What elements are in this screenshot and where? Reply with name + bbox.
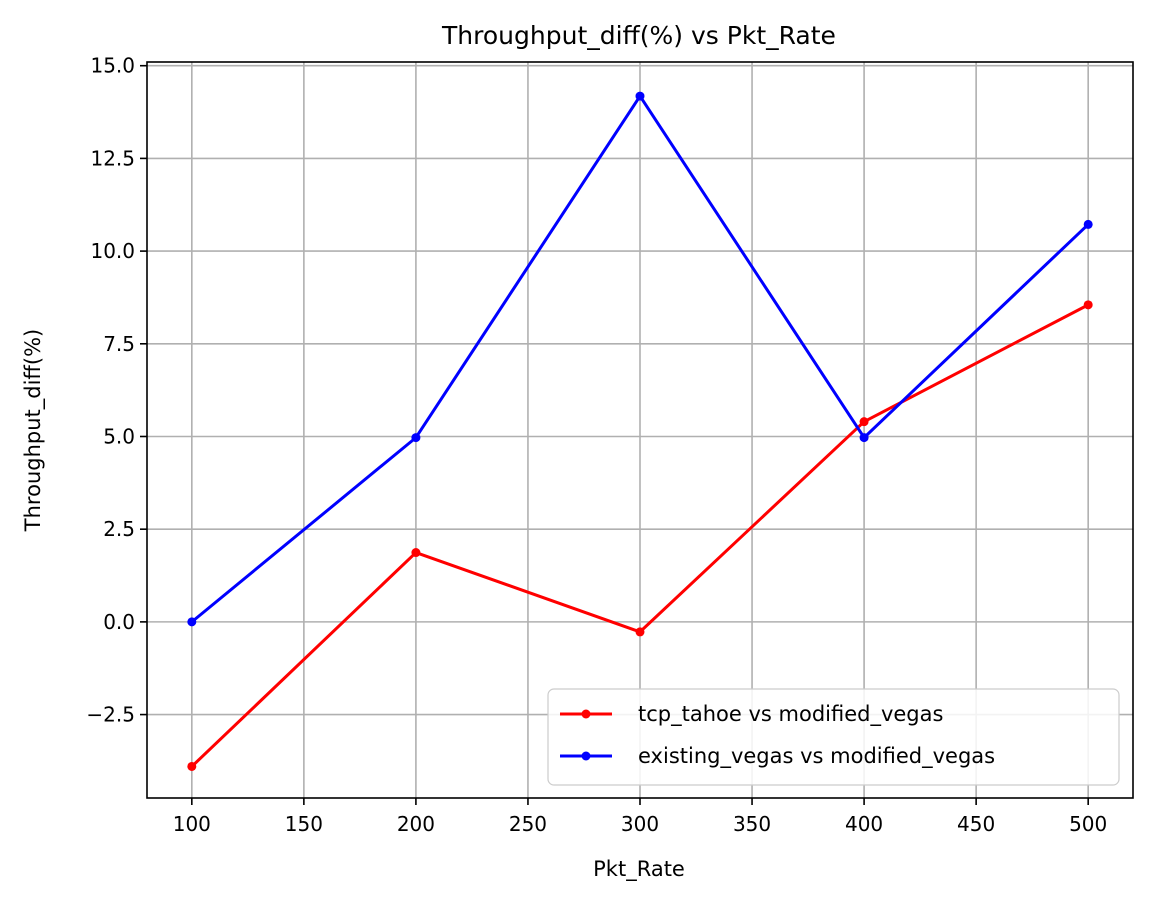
data-point-1 [187, 617, 197, 627]
y-tick-label: −2.5 [86, 703, 135, 727]
data-point-0 [1083, 300, 1093, 310]
legend-box [547, 688, 1120, 786]
x-tick-label: 500 [1069, 812, 1107, 836]
x-axis-ticks: 100 150 200 250 300 350 400 450 500 [173, 798, 1107, 836]
x-tick-label: 450 [957, 812, 995, 836]
data-point-1 [411, 433, 421, 443]
data-point-0 [635, 627, 645, 637]
x-tick-label: 250 [509, 812, 547, 836]
data-point-1 [1083, 219, 1093, 229]
y-tick-label: 2.5 [103, 517, 135, 541]
legend-marker-tcp-tahoe [581, 709, 591, 719]
legend-label-existing-vegas: existing_vegas vs modified_vegas [638, 744, 995, 769]
legend: tcp_tahoe vs modified_vegas existing_veg… [547, 688, 1120, 786]
x-tick-label: 300 [621, 812, 659, 836]
y-tick-label: 10.0 [90, 239, 135, 263]
data-point-0 [187, 761, 197, 771]
grid-lines [147, 62, 1133, 798]
y-tick-label: 15.0 [90, 54, 135, 78]
x-tick-label: 350 [733, 812, 771, 836]
data-point-0 [411, 548, 421, 558]
data-point-0 [859, 417, 869, 427]
x-tick-label: 100 [173, 812, 211, 836]
y-axis-ticks: −2.5 0.0 2.5 5.0 7.5 10.0 12.5 15.0 [86, 54, 147, 727]
x-tick-label: 200 [397, 812, 435, 836]
y-tick-label: 0.0 [103, 610, 135, 634]
y-tick-label: 12.5 [90, 146, 135, 170]
series-layer [187, 91, 1093, 771]
legend-label-tcp-tahoe: tcp_tahoe vs modified_vegas [638, 702, 943, 727]
y-axis-label: Throughput_diff(%) [21, 329, 46, 532]
x-axis-label: Pkt_Rate [593, 857, 685, 882]
x-tick-label: 400 [845, 812, 883, 836]
chart-title: Throughput_diff(%) vs Pkt_Rate [441, 21, 836, 50]
data-point-1 [859, 433, 869, 443]
data-point-1 [635, 91, 645, 101]
y-tick-label: 5.0 [103, 424, 135, 448]
y-tick-label: 7.5 [103, 332, 135, 356]
x-tick-label: 150 [285, 812, 323, 836]
legend-marker-existing-vegas [581, 751, 591, 761]
